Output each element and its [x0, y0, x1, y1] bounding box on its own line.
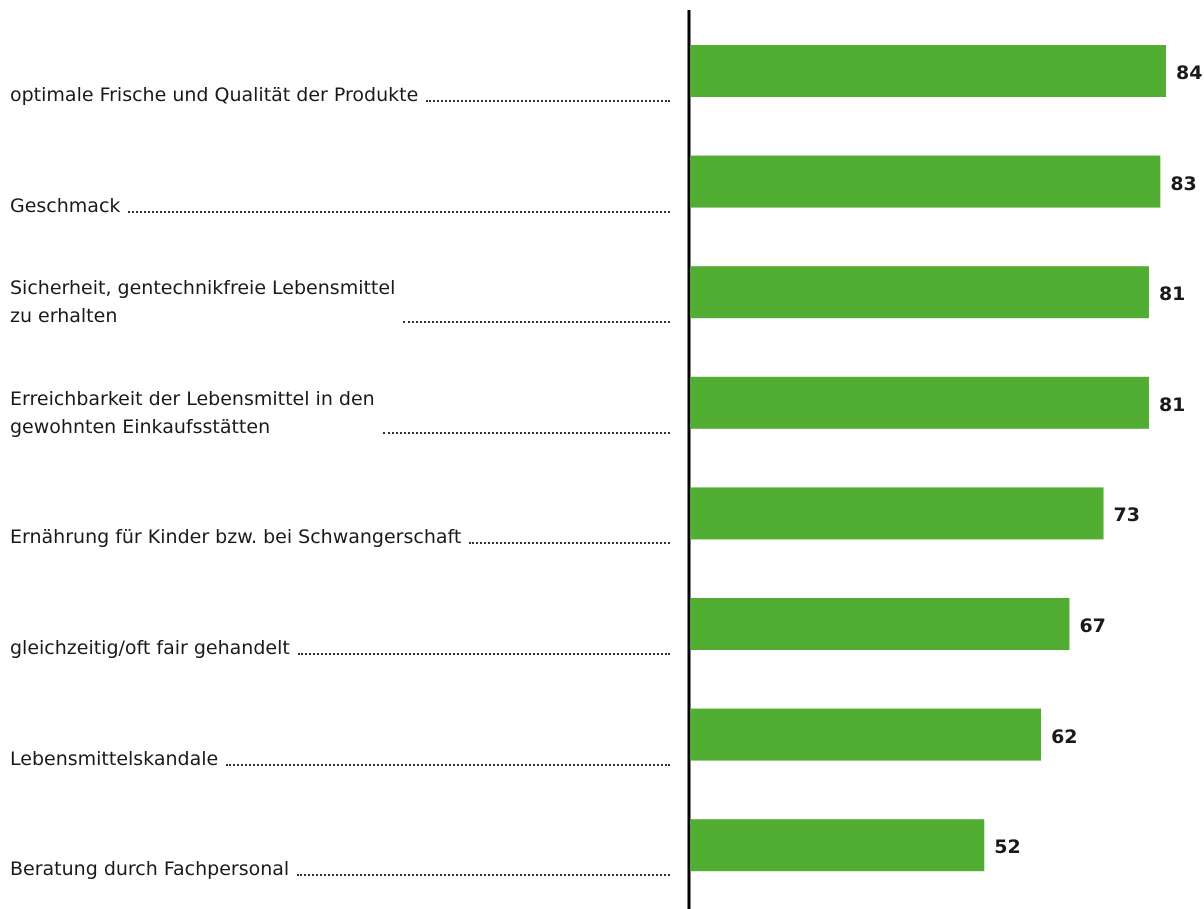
bar — [690, 708, 1042, 761]
category-text: Geschmack — [10, 194, 121, 217]
bar — [690, 266, 1149, 319]
category-text: Erreichbarkeit der Lebensmittel in den g… — [10, 387, 375, 438]
value-label: 84 — [1176, 62, 1203, 84]
category-label: Ernährung für Kinder bzw. bei Schwangers… — [10, 523, 670, 551]
category-label: Geschmack — [10, 192, 670, 220]
value-label: 62 — [1051, 725, 1078, 748]
bar — [690, 376, 1149, 429]
dot-leader — [469, 542, 670, 545]
dot-leader — [297, 653, 670, 655]
value-label: 83 — [1170, 172, 1197, 195]
bar — [690, 155, 1161, 208]
category-text: Beratung durch Fachpersonal — [10, 858, 290, 881]
category-label: Lebensmittelskandale — [10, 745, 670, 773]
value-label: 73 — [1113, 504, 1140, 527]
dot-leader — [426, 100, 670, 102]
category-label: Beratung durch Fachpersonal — [10, 855, 670, 883]
category-label: Sicherheit, gentechnikfreie Lebensmittel… — [10, 274, 670, 330]
value-label: 52 — [994, 836, 1021, 859]
dot-leader — [226, 763, 670, 766]
category-text: optimale Frische und Qualität der Produk… — [10, 84, 419, 106]
category-text: gleichzeitig/oft fair gehandelt — [10, 637, 290, 659]
bar — [690, 819, 985, 872]
bar — [690, 45, 1166, 97]
value-label: 67 — [1079, 615, 1106, 637]
category-label: optimale Frische und Qualität der Produk… — [10, 81, 670, 109]
category-label: gleichzeitig/oft fair gehandelt — [10, 634, 670, 662]
category-text: Lebensmittelskandale — [10, 747, 219, 770]
dot-leader — [128, 210, 670, 213]
value-label: 81 — [1158, 283, 1186, 306]
value-label: 81 — [1158, 393, 1186, 416]
category-text: Sicherheit, gentechnikfreie Lebensmittel… — [10, 277, 396, 328]
category-label: Erreichbarkeit der Lebensmittel in den g… — [10, 385, 670, 441]
dot-leader — [382, 431, 670, 434]
bar — [690, 487, 1104, 540]
dot-leader — [403, 321, 670, 324]
bar — [690, 598, 1070, 650]
category-text: Ernährung für Kinder bzw. bei Schwangers… — [10, 526, 462, 549]
dot-leader — [297, 874, 670, 877]
